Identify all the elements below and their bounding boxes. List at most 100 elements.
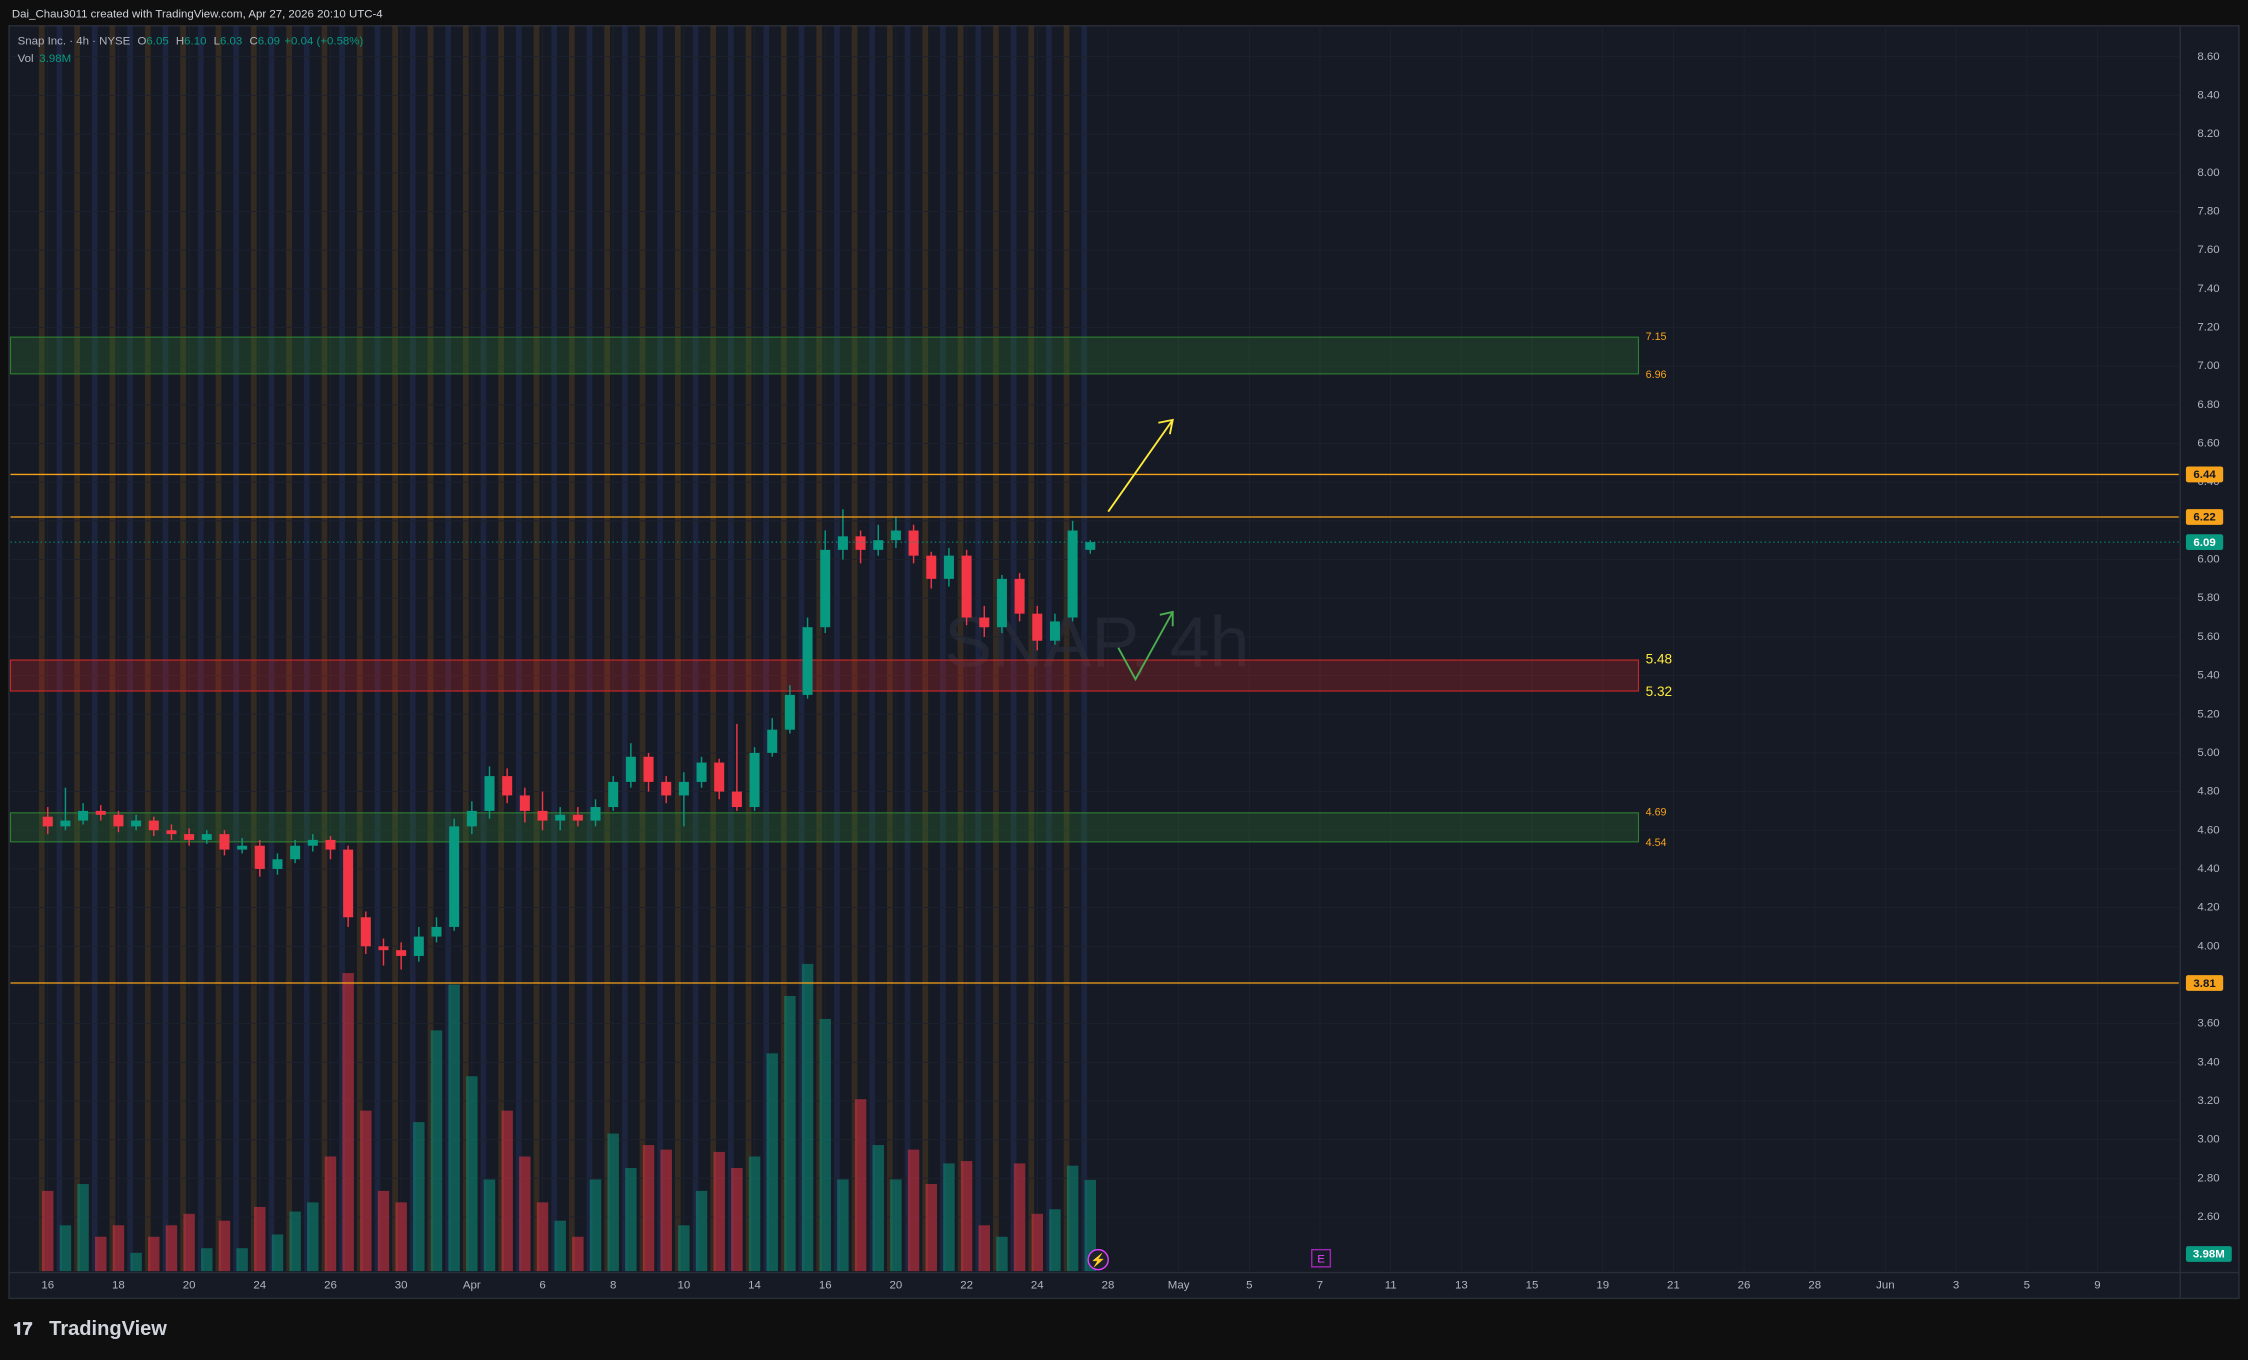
candle-body bbox=[890, 530, 901, 541]
volume-bar bbox=[271, 1234, 284, 1272]
earnings-marker-box[interactable] bbox=[1311, 1248, 1332, 1268]
candle-body bbox=[325, 839, 336, 850]
x-tick-label: 5 bbox=[1246, 1280, 1252, 1292]
zone-label: 7.15 bbox=[1646, 331, 1667, 343]
candle-body bbox=[95, 810, 106, 815]
watermark: SNAP, 4h bbox=[944, 603, 1249, 683]
candle-body bbox=[855, 536, 866, 550]
candle-body bbox=[784, 694, 795, 730]
session-shade bbox=[1063, 25, 1070, 1272]
volume-box bbox=[2185, 1246, 2232, 1262]
legend-key: C bbox=[249, 36, 257, 48]
volume-bar bbox=[589, 1179, 602, 1272]
plot-background bbox=[8, 25, 2240, 1300]
session-shade bbox=[74, 25, 80, 1272]
session-shade bbox=[710, 25, 717, 1272]
candle-body bbox=[502, 776, 513, 796]
candle-body bbox=[360, 917, 371, 947]
zone-label: 4.54 bbox=[1646, 837, 1667, 849]
x-tick-label: 18 bbox=[112, 1280, 125, 1292]
candle-body bbox=[767, 729, 778, 753]
zone-label: 6.96 bbox=[1646, 369, 1667, 381]
volume-bar bbox=[713, 1151, 725, 1272]
candle-body bbox=[537, 810, 548, 821]
candle-body bbox=[926, 555, 937, 579]
y-tick-label: 3.60 bbox=[2197, 1018, 2219, 1030]
candle-body bbox=[820, 549, 831, 628]
x-tick-label: 21 bbox=[1667, 1280, 1680, 1292]
session-shade bbox=[409, 25, 416, 1272]
volume-bar bbox=[218, 1220, 231, 1272]
volume-bar bbox=[324, 1156, 337, 1272]
candle-body bbox=[661, 781, 672, 796]
volume-bar bbox=[59, 1225, 72, 1272]
volume-bar bbox=[183, 1213, 195, 1272]
session-shade bbox=[639, 25, 646, 1272]
volume-bar bbox=[95, 1236, 107, 1272]
x-tick-label: 20 bbox=[890, 1280, 903, 1292]
y-tick-label: 8.00 bbox=[2197, 167, 2219, 179]
zone bbox=[9, 659, 1640, 692]
volume-bar bbox=[907, 1149, 920, 1272]
volume-bar bbox=[42, 1190, 54, 1272]
volume-bar bbox=[819, 1018, 831, 1272]
event-icon[interactable] bbox=[1087, 1248, 1109, 1271]
volume-bar bbox=[748, 1156, 761, 1272]
x-tick-label: 28 bbox=[1102, 1280, 1115, 1292]
candle-body bbox=[396, 950, 407, 956]
candle-body bbox=[449, 826, 460, 927]
y-tick-label: 5.60 bbox=[2197, 631, 2219, 643]
candle-body bbox=[1067, 530, 1078, 618]
session-shade bbox=[1046, 25, 1052, 1272]
volume-bar bbox=[731, 1167, 743, 1272]
session-shade bbox=[144, 25, 151, 1272]
volume-bar bbox=[978, 1225, 990, 1272]
y-tick-label: 7.20 bbox=[2197, 321, 2219, 333]
candle-body bbox=[873, 540, 884, 550]
y-tick-label: 3.40 bbox=[2197, 1056, 2219, 1068]
legend-key: H bbox=[176, 36, 184, 48]
volume-bar bbox=[254, 1206, 266, 1272]
volume-bar bbox=[943, 1163, 955, 1272]
y-tick-label: 8.40 bbox=[2197, 89, 2219, 101]
candle-body bbox=[802, 627, 813, 695]
brand: TradingView bbox=[49, 1318, 167, 1340]
session-shade bbox=[586, 25, 593, 1272]
candle-body bbox=[290, 845, 301, 860]
candle-body bbox=[343, 849, 354, 918]
projection-arrow bbox=[1107, 419, 1174, 513]
candle-body bbox=[148, 820, 159, 831]
volume-bar bbox=[377, 1190, 390, 1272]
session-shade bbox=[887, 25, 893, 1272]
session-shade bbox=[462, 25, 469, 1272]
volume-bar bbox=[625, 1167, 637, 1272]
session-shade bbox=[321, 25, 328, 1272]
candle-body bbox=[272, 859, 283, 869]
candle-body bbox=[961, 555, 972, 618]
volume-bar bbox=[536, 1202, 549, 1272]
x-tick-label: 11 bbox=[1385, 1280, 1397, 1292]
candle-body bbox=[113, 814, 124, 827]
zone bbox=[9, 336, 1640, 375]
volume-bar bbox=[678, 1225, 690, 1272]
session-shade bbox=[621, 25, 628, 1272]
volume-bar bbox=[112, 1225, 125, 1272]
x-tick-label: 16 bbox=[41, 1280, 54, 1292]
volume-bar bbox=[395, 1202, 407, 1272]
last-price-box bbox=[2185, 534, 2224, 550]
session-shade bbox=[109, 25, 116, 1272]
arrow-head bbox=[1159, 610, 1174, 627]
volume-bar bbox=[1084, 1179, 1097, 1272]
session-shade bbox=[250, 25, 257, 1272]
session-shade bbox=[197, 25, 204, 1272]
volume-bar bbox=[996, 1236, 1008, 1272]
session-shade bbox=[127, 25, 133, 1272]
level-box bbox=[2185, 509, 2224, 525]
session-shade bbox=[38, 25, 45, 1272]
volume-value: 3.98M bbox=[39, 53, 71, 65]
session-shade bbox=[816, 25, 823, 1272]
session-shade bbox=[904, 25, 911, 1272]
y-tick-label: 6.60 bbox=[2197, 438, 2219, 450]
volume-bar bbox=[854, 1099, 867, 1272]
